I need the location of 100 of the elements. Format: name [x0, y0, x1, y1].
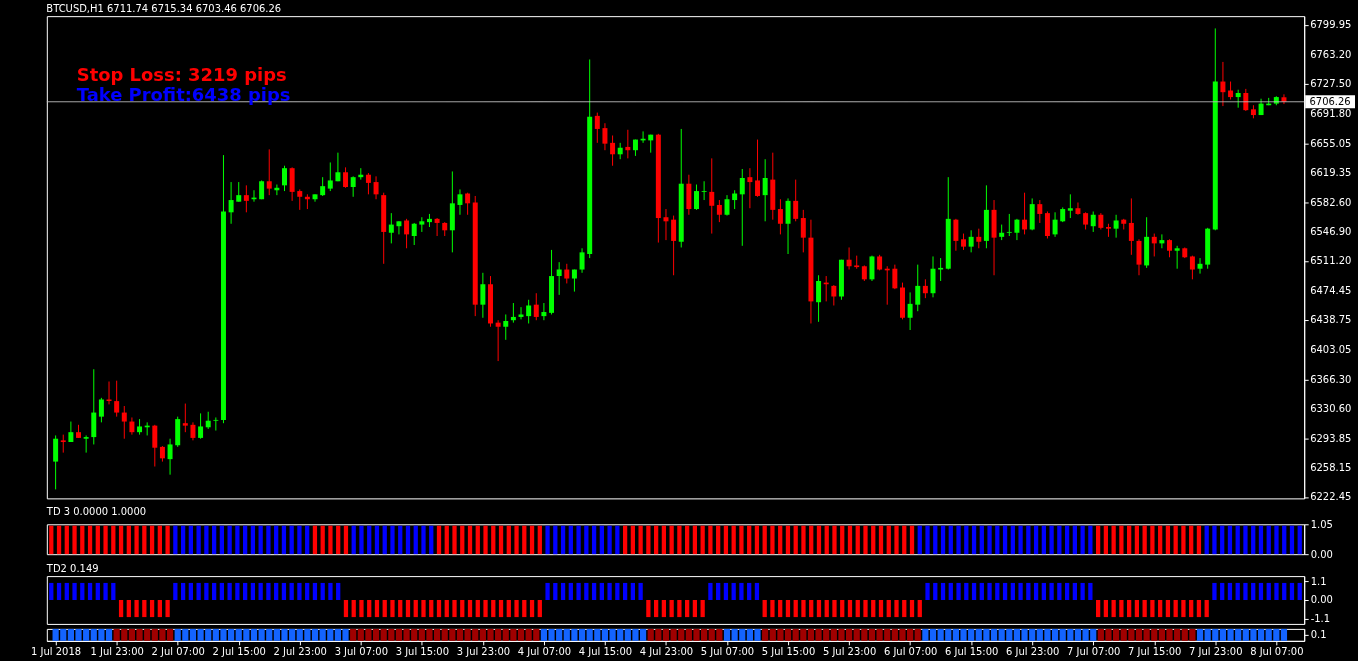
- candlestick: [53, 434, 59, 490]
- candlestick: [594, 112, 600, 144]
- candlestick: [198, 412, 204, 440]
- y-tick-label: 0.00: [1310, 548, 1333, 560]
- candlestick: [152, 424, 158, 468]
- candlestick: [68, 421, 74, 443]
- candlestick: [938, 257, 944, 282]
- candlestick: [915, 264, 921, 312]
- y-tick-label: 6727.50: [1310, 78, 1352, 90]
- ref-line-label: 6706.26: [1309, 95, 1351, 107]
- candlestick: [373, 175, 379, 200]
- candlestick: [83, 434, 89, 454]
- candlestick: [800, 209, 806, 253]
- candlestick: [480, 272, 486, 319]
- y-tick-label: 6438.75: [1310, 314, 1352, 326]
- y-tick-label: 6799.95: [1310, 19, 1352, 31]
- candlestick: [106, 381, 112, 405]
- candlestick: [556, 261, 562, 296]
- y-tick-label: 6582.60: [1310, 196, 1352, 208]
- x-tick-label: 7 Jul 23:00: [1189, 646, 1243, 658]
- candlestick: [671, 215, 677, 276]
- candlestick: [297, 188, 303, 211]
- x-tick-label: 4 Jul 23:00: [639, 646, 694, 658]
- candlestick: [953, 218, 959, 252]
- candlestick: [785, 197, 791, 255]
- candlestick: [411, 222, 417, 246]
- y-tick-label: 1.1: [1310, 575, 1327, 587]
- candlestick: [1006, 213, 1012, 237]
- x-tick-label: 2 Jul 23:00: [273, 646, 327, 658]
- candlestick: [327, 161, 333, 192]
- x-tick-label: 6 Jul 07:00: [883, 646, 938, 658]
- candlestick: [1075, 202, 1081, 216]
- candlestick: [1243, 88, 1249, 112]
- y-tick-label: 0.1: [1310, 629, 1327, 641]
- x-tick-label: 6 Jul 15:00: [944, 646, 999, 658]
- candlestick: [732, 189, 738, 210]
- x-tick-label: 8 Jul 07:00: [1250, 646, 1304, 658]
- candlestick: [1220, 61, 1226, 107]
- x-tick-label: 4 Jul 15:00: [578, 646, 633, 658]
- candlestick: [907, 291, 913, 331]
- candlestick: [816, 274, 822, 323]
- candlestick: [129, 416, 135, 436]
- candlestick: [457, 188, 463, 216]
- candlestick: [434, 217, 440, 237]
- candlestick: [541, 302, 547, 321]
- y-tick-label: 6403.05: [1310, 343, 1352, 355]
- candlestick: [610, 134, 616, 167]
- y-tick-label: 6763.20: [1310, 49, 1352, 61]
- y-tick-label: 6258.15: [1310, 462, 1352, 474]
- x-tick-label: 7 Jul 07:00: [1067, 646, 1121, 658]
- candlestick: [922, 278, 928, 299]
- y-tick-label: -1.1: [1310, 613, 1331, 625]
- x-tick-label: 1 Jul 23:00: [90, 646, 144, 658]
- candlestick: [243, 184, 249, 213]
- candlestick: [236, 181, 242, 203]
- candlestick: [739, 168, 745, 247]
- candlestick: [694, 184, 699, 211]
- candlestick: [266, 148, 272, 196]
- y-tick-label: 6222.45: [1310, 491, 1352, 503]
- candlestick: [1090, 211, 1096, 233]
- candlestick: [716, 199, 722, 223]
- y-tick-label: 6330.60: [1310, 402, 1352, 414]
- candlestick: [724, 194, 730, 217]
- y-tick-label: 6511.20: [1310, 255, 1352, 267]
- y-tick-label: 6691.80: [1310, 107, 1352, 119]
- x-tick-label: 3 Jul 23:00: [456, 646, 511, 658]
- candlestick: [777, 198, 783, 235]
- candlestick: [213, 416, 219, 432]
- candlestick: [282, 165, 287, 192]
- x-tick-label: 4 Jul 07:00: [517, 646, 572, 658]
- x-tick-label: 7 Jul 15:00: [1128, 646, 1182, 658]
- candlestick: [1014, 218, 1020, 241]
- candlestick: [114, 380, 120, 418]
- candlestick: [1128, 197, 1134, 256]
- candlestick: [518, 306, 524, 320]
- x-tick-label: 6 Jul 23:00: [1006, 646, 1060, 658]
- y-tick-label: 1.05: [1310, 518, 1333, 530]
- y-tick-label: 6293.85: [1310, 432, 1352, 444]
- candlestick: [602, 122, 608, 151]
- candlestick: [762, 158, 768, 222]
- candlestick: [701, 180, 707, 201]
- candlestick: [350, 175, 356, 198]
- candlestick: [968, 229, 974, 253]
- candlestick: [98, 397, 104, 423]
- y-tick-label: 6655.05: [1310, 137, 1352, 149]
- candlestick: [1022, 192, 1028, 235]
- x-tick-label: 2 Jul 15:00: [212, 646, 266, 658]
- candlestick: [846, 246, 852, 271]
- candlestick: [365, 172, 371, 195]
- candlestick: [1113, 214, 1119, 239]
- candlestick: [976, 228, 982, 249]
- candlestick: [167, 438, 173, 476]
- x-tick-label: 5 Jul 07:00: [700, 646, 755, 658]
- candlestick: [831, 284, 837, 306]
- candlestick: [343, 166, 349, 189]
- candlestick: [335, 152, 341, 182]
- chart-title: TD2 0.149: [45, 563, 99, 575]
- candlestick: [869, 255, 875, 282]
- y-tick-label: 0.00: [1310, 594, 1333, 606]
- y-tick-label: 6619.35: [1310, 166, 1352, 178]
